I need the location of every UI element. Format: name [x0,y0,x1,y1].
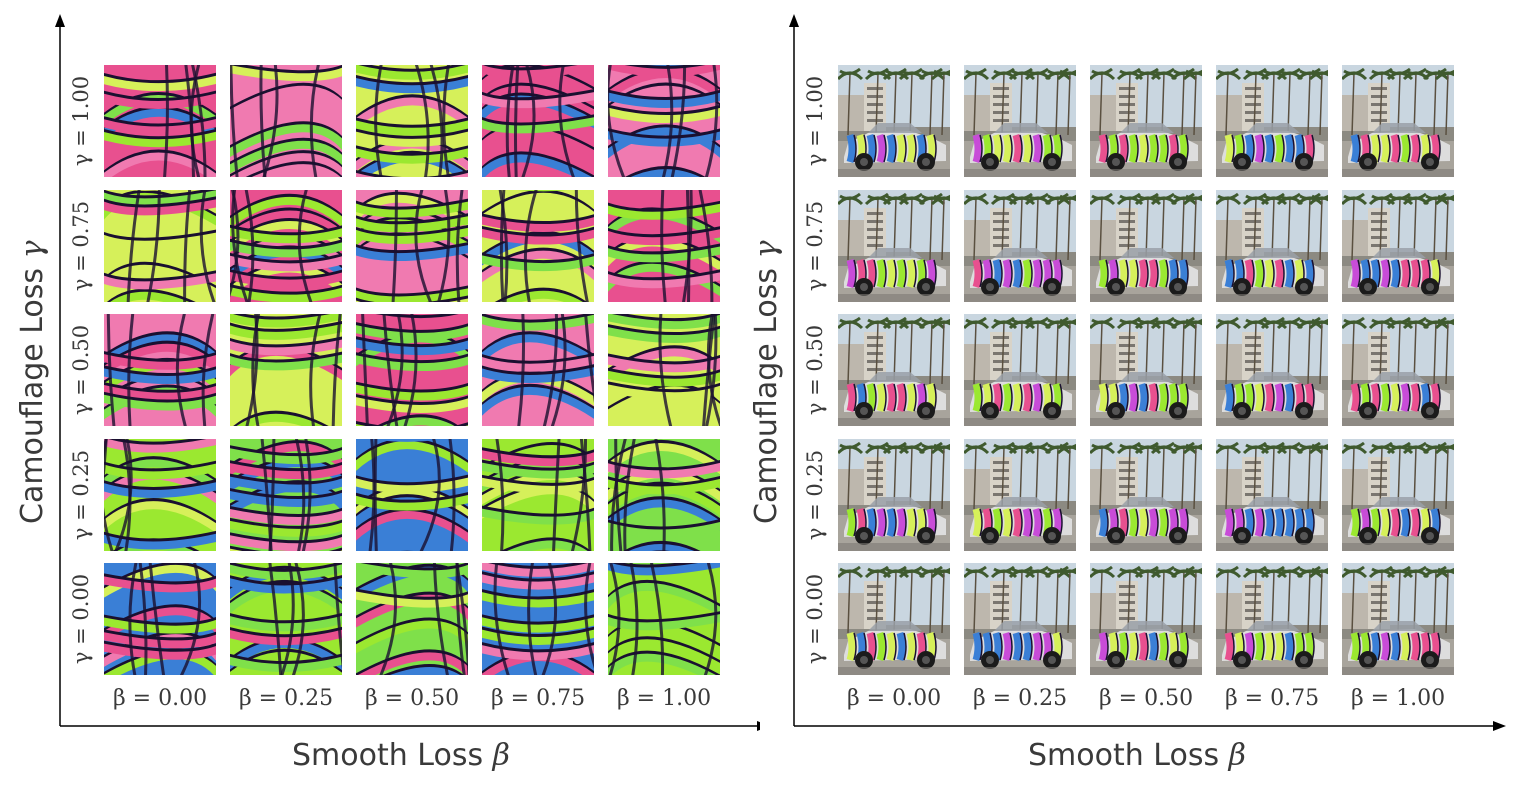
texture-image [104,563,216,675]
vehicle-image [1216,314,1328,426]
vehicle-grid-panel: Camouflage Loss γ Smooth Loss β γ = 1.00… [734,0,1506,794]
texture-image [230,65,342,177]
texture-image [104,65,216,177]
column-label: β = 1.00 [1350,686,1446,711]
vehicle-image [1342,314,1454,426]
row-label: γ = 0.75 [803,200,827,292]
texture-image [482,65,594,177]
texture-image [356,65,468,177]
texture-image [608,190,720,302]
texture-image [608,65,720,177]
x-axis-arrow-icon [1493,721,1506,731]
vehicle-image [1090,190,1202,302]
texture-image [230,314,342,426]
row-label: γ = 0.25 [69,449,93,541]
texture-image [230,563,342,675]
texture-image [482,190,594,302]
row-label: γ = 0.00 [69,573,93,665]
column-label: β = 0.00 [112,686,208,711]
vehicle-image [838,563,950,675]
vehicle-image [838,314,950,426]
row-label: γ = 0.50 [69,324,93,416]
vehicle-image [1090,439,1202,551]
texture-image [104,439,216,551]
vehicle-image [1342,563,1454,675]
row-label: γ = 0.00 [803,573,827,665]
texture-image [482,563,594,675]
vehicle-image [1090,563,1202,675]
column-label: β = 0.25 [972,686,1068,711]
row-label: γ = 0.75 [69,200,93,292]
column-label: β = 0.75 [1224,686,1320,711]
vehicle-image [1090,314,1202,426]
texture-image [104,314,216,426]
texture-image [482,439,594,551]
vehicle-image [964,563,1076,675]
x-axis-title: Smooth Loss β [292,738,510,773]
texture-image [608,563,720,675]
texture-image [482,314,594,426]
column-label: β = 0.75 [490,686,586,711]
texture-image [608,314,720,426]
vehicle-image [1342,190,1454,302]
vehicle-image [1216,65,1328,177]
texture-image [356,563,468,675]
column-label: β = 1.00 [616,686,712,711]
vehicle-image [838,439,950,551]
vehicle-image [1216,439,1328,551]
texture-image [230,190,342,302]
row-label: γ = 0.50 [803,324,827,416]
column-label: β = 0.25 [238,686,334,711]
axes [55,14,760,731]
texture-image [104,190,216,302]
column-label: β = 0.00 [846,686,942,711]
vehicle-image [1090,65,1202,177]
vehicle-image [964,314,1076,426]
vehicle-image [1216,190,1328,302]
column-label: β = 0.50 [364,686,460,711]
vehicle-image [964,65,1076,177]
texture-image [608,439,720,551]
vehicle-image [838,190,950,302]
vehicle-image [964,439,1076,551]
texture-image [356,190,468,302]
axes [789,14,1506,731]
texture-image [230,439,342,551]
x-axis-arrow-icon [757,721,760,731]
y-axis-arrow-icon [55,14,65,27]
vehicle-image [1216,563,1328,675]
row-label: γ = 1.00 [803,75,827,167]
y-axis-title: Camouflage Loss γ [15,240,50,524]
y-axis-arrow-icon [789,14,799,27]
row-label: γ = 1.00 [69,75,93,167]
vehicle-image [838,65,950,177]
texture-image [356,314,468,426]
y-axis-title: Camouflage Loss γ [749,240,784,524]
row-label: γ = 0.25 [803,449,827,541]
x-axis-title: Smooth Loss β [1028,738,1246,773]
vehicle-image [964,190,1076,302]
column-label: β = 0.50 [1098,686,1194,711]
texture-grid-panel: Camouflage Loss γ Smooth Loss β γ = 1.00… [15,14,760,773]
vehicle-image [1342,439,1454,551]
texture-image [356,439,468,551]
vehicle-image [1342,65,1454,177]
